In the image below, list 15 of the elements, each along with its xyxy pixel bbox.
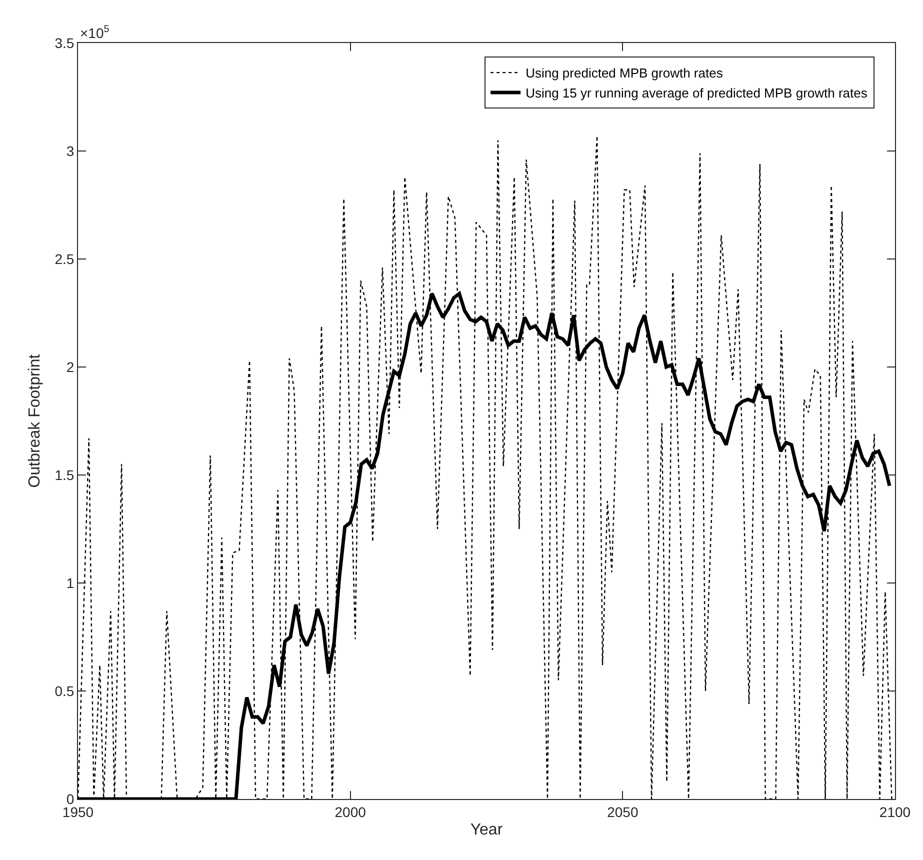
x-tick-label: 2050 <box>607 804 638 820</box>
x-axis-title: Year <box>470 822 504 838</box>
y-tick-label: 3 <box>66 142 74 159</box>
y-tick-label: 1 <box>66 574 74 591</box>
y-axis-title: Outbreak Footprint <box>26 354 44 488</box>
y-tick-label: 1.5 <box>54 466 74 483</box>
legend-label: Using predicted MPB growth rates <box>526 66 724 81</box>
y-tick-label: 3.5 <box>54 34 74 51</box>
y-tick-label: 2.5 <box>54 250 74 267</box>
text: ×10$^{5}$ <box>80 24 110 41</box>
x-tick-label: 2000 <box>334 804 366 820</box>
y-tick-label: 2 <box>66 358 74 375</box>
legend-label: Using 15 yr running average of predicted MPB growth rates <box>526 86 868 101</box>
y-tick-label: 0.5 <box>54 682 74 699</box>
x-tick-label: 2100 <box>879 804 911 820</box>
